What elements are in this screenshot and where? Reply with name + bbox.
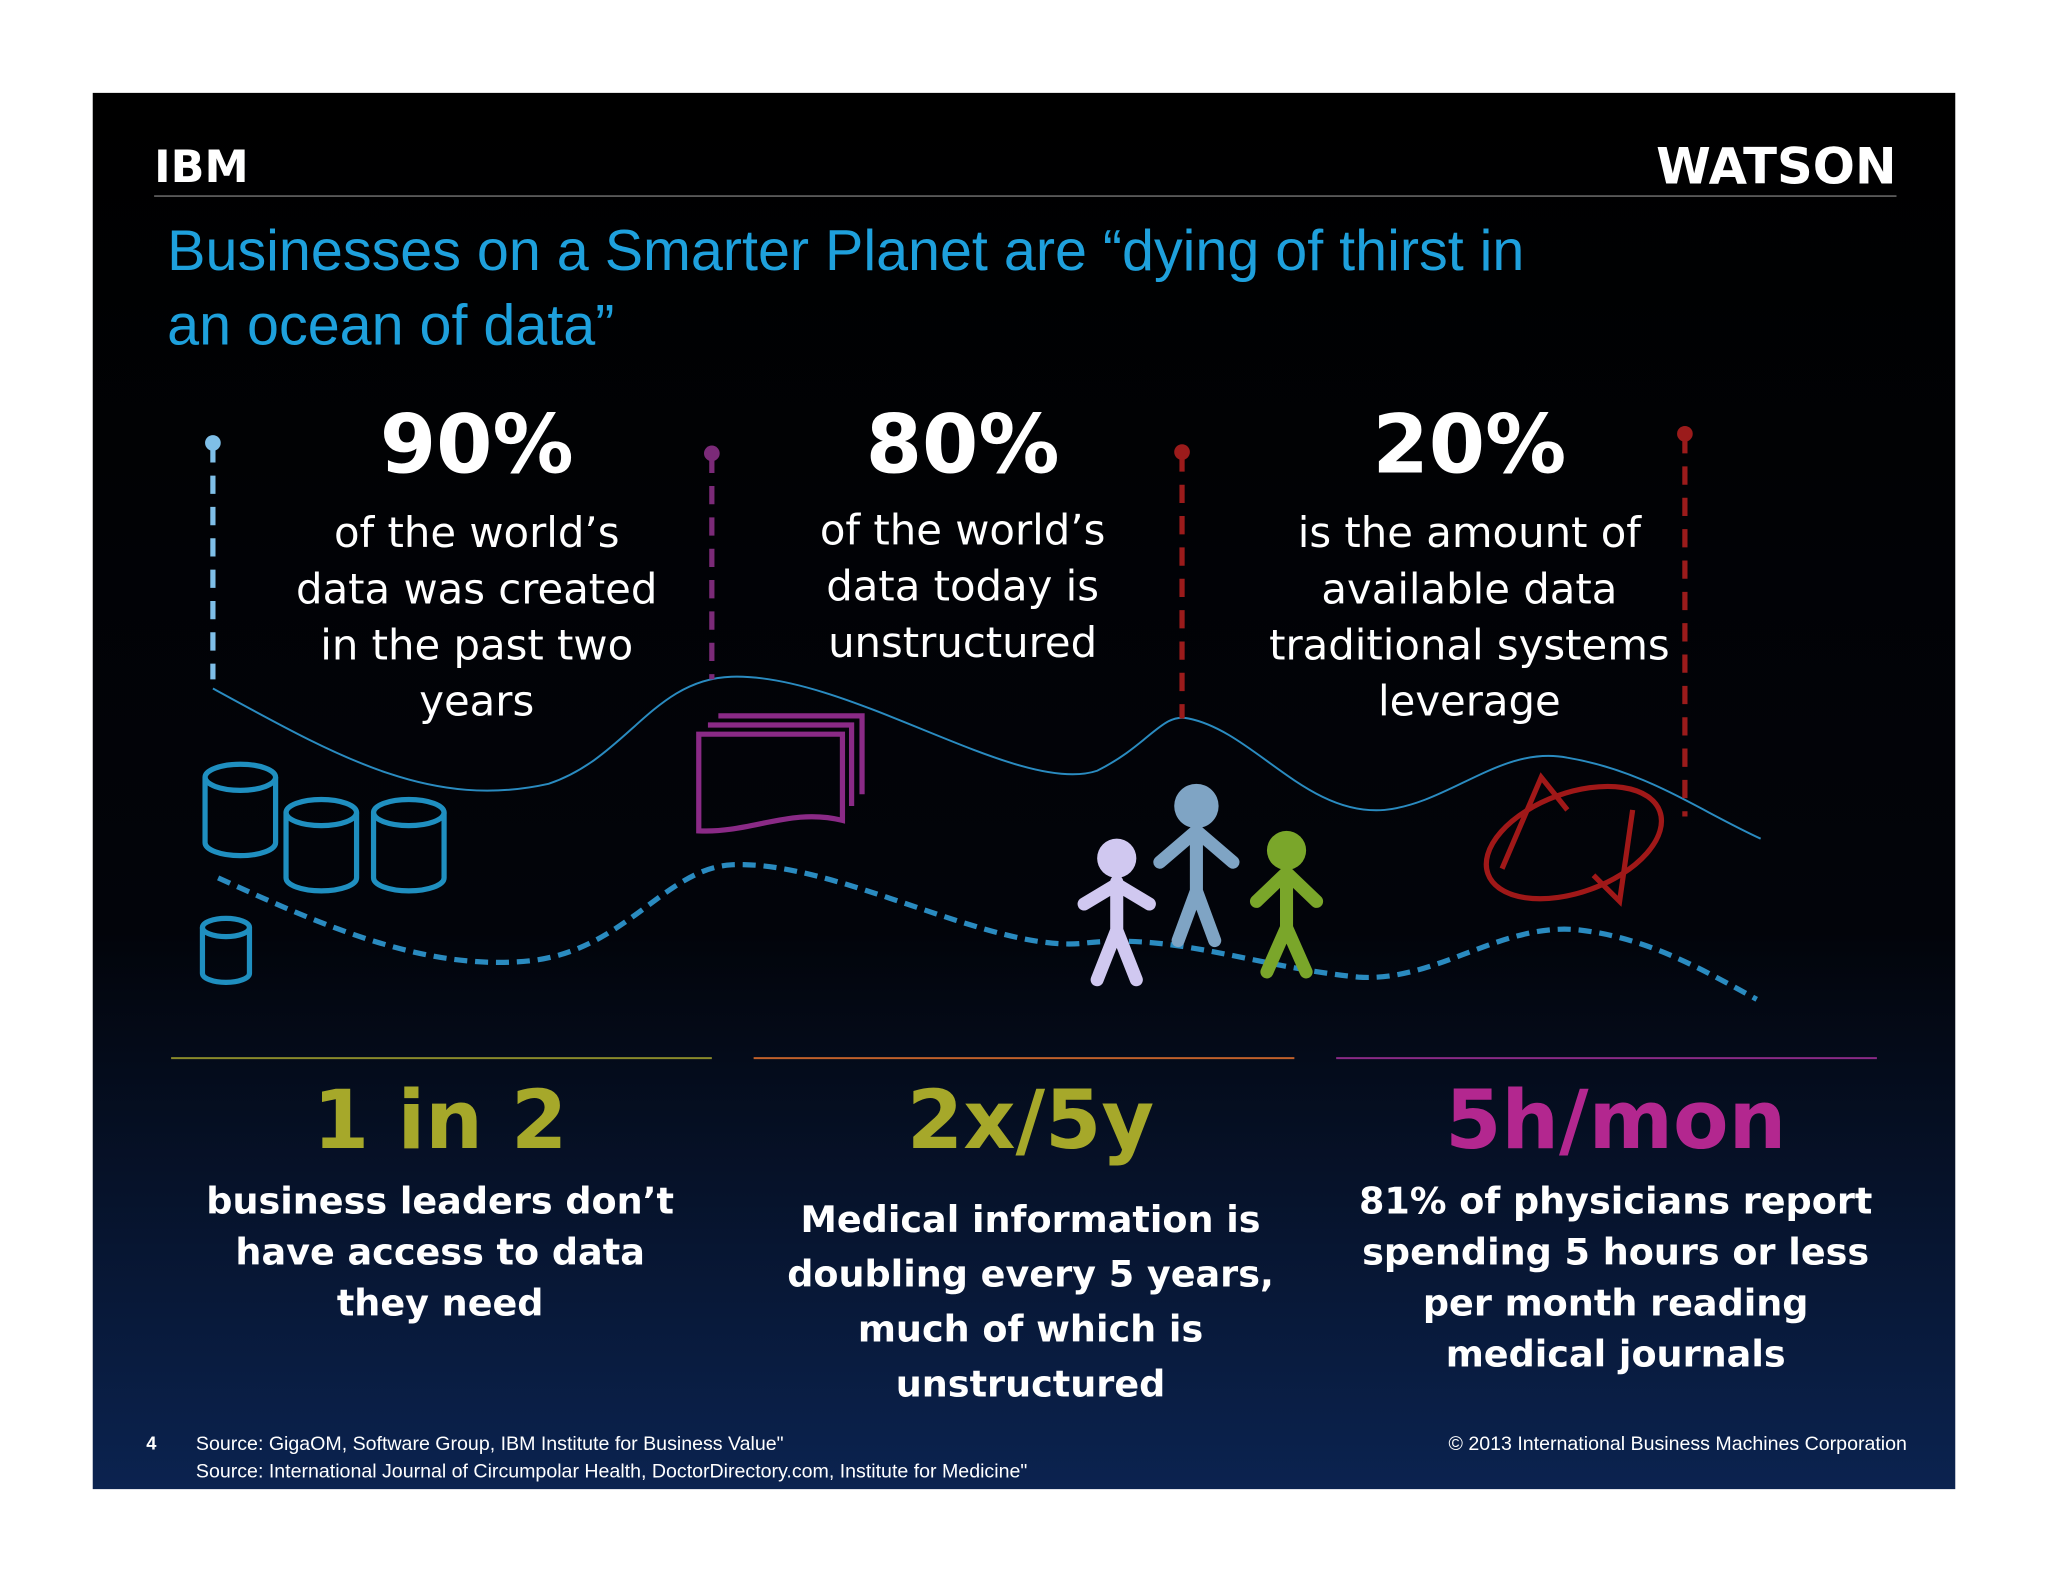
copyright: © 2013 International Business Machines C…: [1448, 1433, 1906, 1455]
stat-text: data today is: [826, 562, 1099, 611]
stat-text: traditional systems: [1269, 620, 1670, 669]
stat-text: per month reading: [1423, 1281, 1809, 1324]
logo: IBM: [154, 142, 249, 193]
stat-text: in the past two: [320, 620, 633, 669]
stat-text: doubling every 5 years,: [787, 1253, 1274, 1296]
source: Source: International Journal of Circump…: [196, 1460, 1027, 1482]
stat-text: they need: [337, 1281, 544, 1324]
stat-text: business leaders don’t: [206, 1180, 674, 1223]
title: Businesses on a Smarter Planet are “dyin…: [167, 219, 1524, 283]
stat-value: 1 in 2: [313, 1074, 567, 1168]
stat-text: available data: [1321, 564, 1617, 613]
stat-text: of the world’s: [334, 508, 620, 557]
page-number: 4: [146, 1433, 157, 1454]
stat-text: 81% of physicians report: [1359, 1180, 1872, 1223]
stat-text: medical journals: [1446, 1332, 1786, 1375]
stat-value: 20%: [1372, 399, 1566, 493]
stat-text: unstructured: [828, 618, 1097, 667]
stat-value: 80%: [866, 399, 1060, 493]
stat-text: unstructured: [896, 1362, 1166, 1405]
stat-text: is the amount of: [1298, 508, 1643, 557]
source: Source: GigaOM, Software Group, IBM Inst…: [196, 1433, 784, 1455]
stat-text: leverage: [1378, 677, 1561, 726]
decoration: [199, 425, 1762, 1002]
stat-value: 2x/5y: [907, 1074, 1154, 1168]
stat-text: years: [419, 677, 534, 726]
title: an ocean of data”: [167, 293, 614, 357]
stat-text: spending 5 hours or less: [1362, 1231, 1869, 1274]
stat-text: Medical information is: [800, 1198, 1260, 1241]
brand: WATSON: [1656, 137, 1896, 195]
stat-text: have access to data: [235, 1231, 644, 1274]
stat-value: 90%: [380, 399, 574, 493]
stat-value: 5h/mon: [1445, 1074, 1786, 1168]
background: [92, 92, 1956, 1490]
stat-text: much of which is: [858, 1308, 1203, 1351]
stat-text: of the world’s: [820, 506, 1106, 555]
stat-text: data was created: [296, 564, 657, 613]
